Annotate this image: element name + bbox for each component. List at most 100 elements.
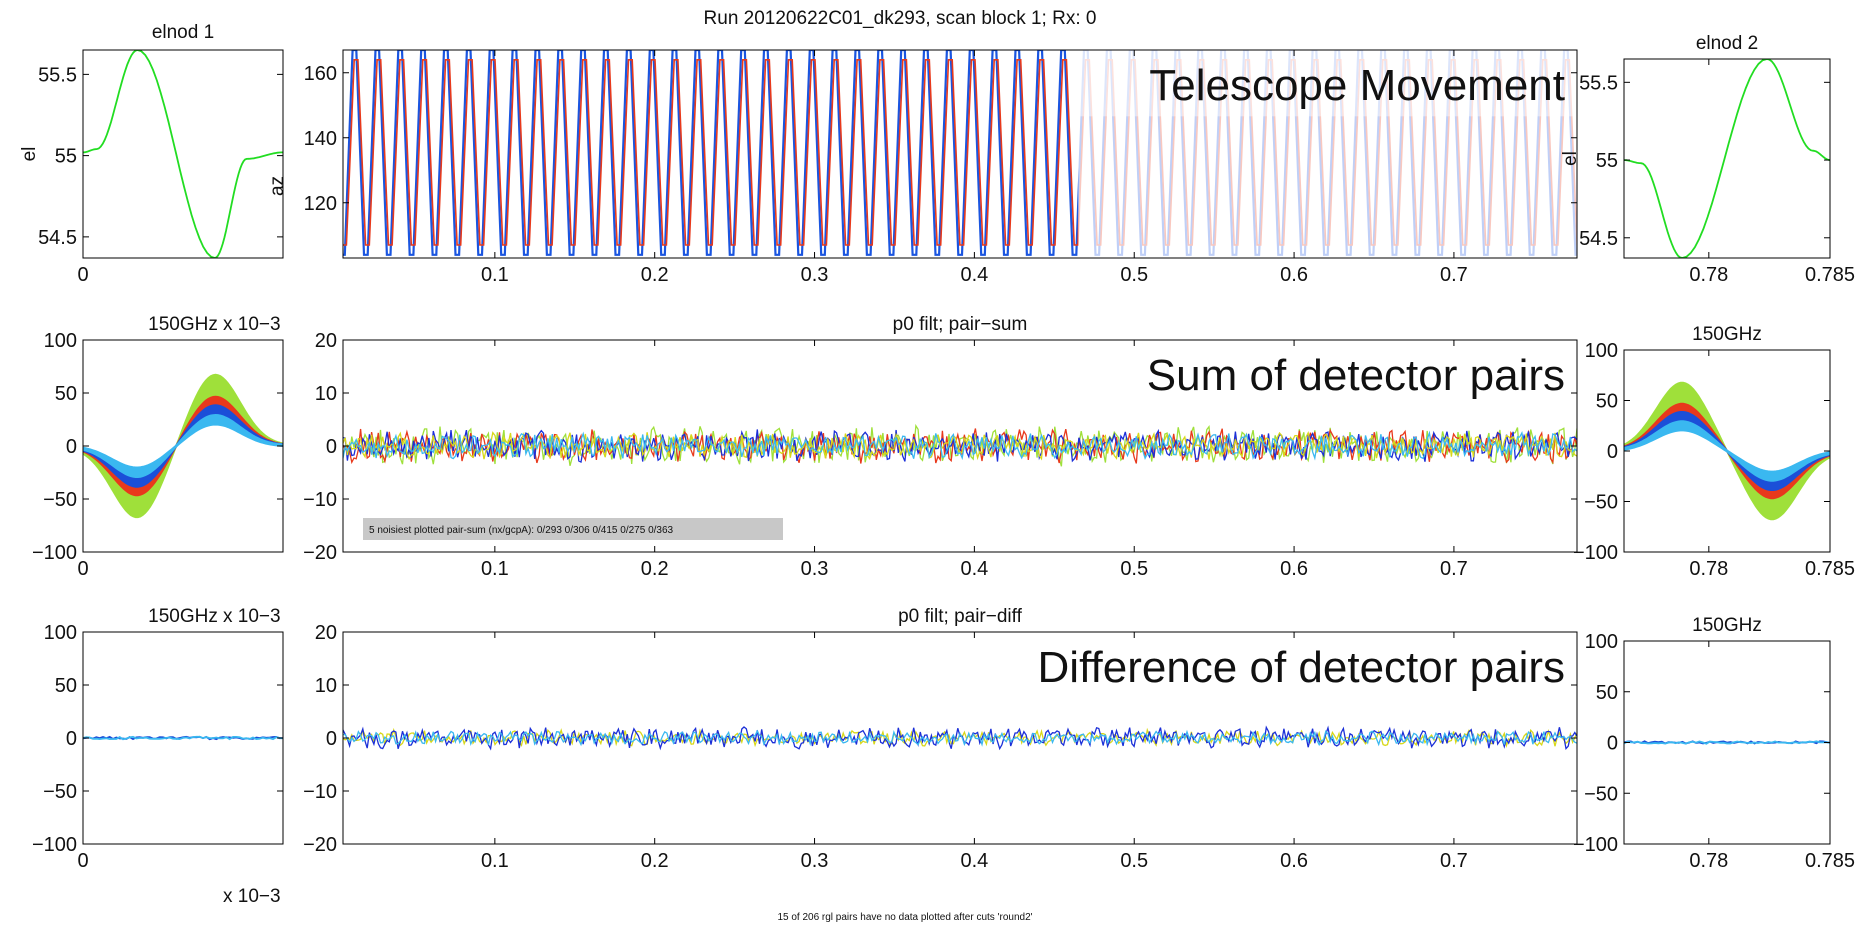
series-line-0 [83,50,283,258]
x-tick-label: 0.3 [801,558,829,580]
y-tick-label: −10 [303,489,337,511]
y-tick-label: 0 [326,728,337,750]
annotation-fade [1078,116,1577,258]
y-tick-label: 100 [1585,340,1618,362]
y-tick-label: 100 [1585,631,1618,653]
y-tick-label: 55.5 [38,64,77,86]
legend-note-box [363,518,783,540]
flat-series-1 [1624,740,1830,745]
y-tick-label: 50 [55,383,77,405]
axes-box [82,339,284,553]
x-tick-label: 0.785 [1805,850,1855,872]
annotation-backdrop [1078,50,1577,117]
x-tick-label: 0.4 [960,264,988,286]
x-tick-label: 0 [77,558,88,580]
x-tick-label: 0.6 [1280,558,1308,580]
y-tick-label: 0 [1607,733,1618,755]
x-tick-label: 0.1 [481,558,509,580]
x-tick-label: 0.78 [1689,558,1728,580]
y-tick-label: −100 [1573,542,1618,564]
figure-title: Run 20120622C01_dk293, scan block 1; Rx:… [704,8,1097,29]
axes-box [342,49,1578,259]
axes-box [1623,58,1831,259]
x-tick-label: 0.6 [1280,850,1308,872]
y-tick-label: 55 [55,146,77,168]
x-tick-label: 0.7 [1440,850,1468,872]
y-tick-label: 100 [44,622,77,644]
x-tick-label: 0.7 [1440,264,1468,286]
noise-series-1 [343,428,1577,465]
y-tick-label: 100 [44,330,77,352]
y-tick-label: 20 [315,330,337,352]
y-tick-label: −100 [32,542,77,564]
y-tick-label: −50 [43,489,77,511]
axes-box [82,49,284,259]
panel-sum_right: 0.78 0.785 −100 −50 0 50 100 150GHz [1573,324,1855,580]
x-tick-label: 0.4 [960,850,988,872]
flat-series-1 [83,735,283,741]
panel-pair_sum: 0.1 0.2 0.3 0.4 0.5 0.6 0.7 −20 −10 0 10 20 p0 filt;… [303,314,1578,580]
y-tick-label: 20 [315,622,337,644]
x-tick-label: 0.1 [481,850,509,872]
y-tick-label: −50 [1584,783,1618,805]
series-line-0 [1624,59,1830,258]
noise-series-2 [343,729,1577,747]
y-tick-label: −100 [1573,834,1618,856]
panel-pair_diff: 0.1 0.2 0.3 0.4 0.5 0.6 0.7 −20 −10 0 10 20 p0 filt;… [303,606,1578,872]
plot-area-sum_left [83,373,283,519]
x-tick-label: 0.2 [641,558,669,580]
plot-area-diff_right [1624,740,1830,745]
plot-area-elnod2 [1624,59,1830,258]
y-tick-label: 54.5 [38,227,77,249]
y-tick-label: 54.5 [1579,228,1618,250]
y-tick-label: 140 [304,128,337,150]
plot-area-pair_diff [343,725,1577,751]
y-tick-label: 10 [315,383,337,405]
x-tick-label: 0.78 [1689,850,1728,872]
panel-title: p0 filt; pair−diff [898,606,1022,627]
x-tick-label: 0.6 [1280,264,1308,286]
y-tick-label: 0 [66,728,77,750]
y-tick-label: −20 [303,542,337,564]
x-tick-label: 0.2 [641,850,669,872]
x-tick-label: 0.78 [1689,264,1728,286]
panel-annotation: Difference of detector pairs [1038,643,1565,692]
x-tick-label: 0.5 [1120,264,1148,286]
y-tick-label: 0 [326,436,337,458]
band-3 [1624,420,1830,482]
x-tick-label: 0.7 [1440,558,1468,580]
panel-title: 150GHz [148,606,218,627]
x-exponent-label: x 10−3 [223,606,281,627]
panel-title: elnod 1 [152,22,214,43]
y-axis-label: el [19,147,40,162]
x-tick-label: 0 [77,264,88,286]
plot-area-sum_right [1624,381,1830,521]
y-axis-label: az [267,176,288,196]
y-tick-label: 55 [1596,150,1618,172]
y-tick-label: 160 [304,63,337,85]
noise-series-4 [343,430,1577,461]
x-tick-label: 0.5 [1120,850,1148,872]
x-tick-label: 0.3 [801,850,829,872]
noise-series-1 [343,725,1577,751]
panel-title: 150GHz [1692,324,1762,345]
y-tick-label: 10 [315,675,337,697]
y-tick-label: 50 [1596,391,1618,413]
y-tick-label: −50 [43,781,77,803]
x-tick-label: 0.2 [641,264,669,286]
y-tick-label: −20 [303,834,337,856]
band-3 [83,413,283,478]
panel-title: 150GHz [148,314,218,335]
plot-area-diff_left [83,735,283,741]
y-tick-label: 0 [66,436,77,458]
x-tick-label: 0.3 [801,264,829,286]
x-tick-label: 0 [77,850,88,872]
panel-telescope: 0.1 0.2 0.3 0.4 0.5 0.6 0.7 120 140 160 az Telescop… [267,49,1578,286]
y-tick-label: 0 [1607,441,1618,463]
x-exponent-label: x 10−3 [223,314,281,335]
footer-note: 15 of 206 rgl pairs have no data plotted… [777,912,1032,923]
